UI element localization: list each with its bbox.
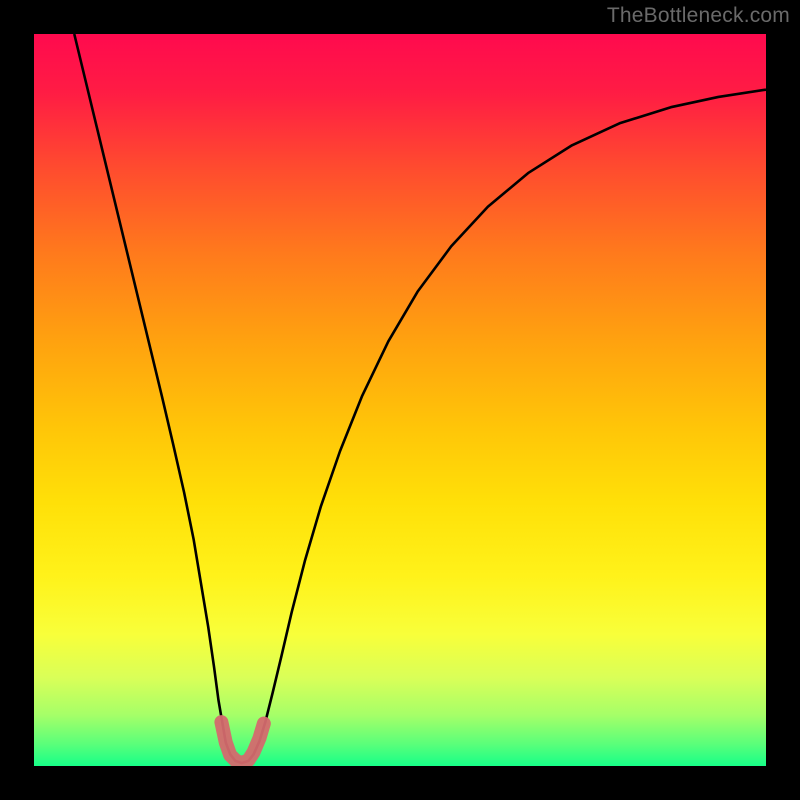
plot-area [34,34,766,766]
chart-frame: TheBottleneck.com [0,0,800,800]
watermark-label: TheBottleneck.com [607,4,790,28]
bottleneck-curve [34,34,766,766]
